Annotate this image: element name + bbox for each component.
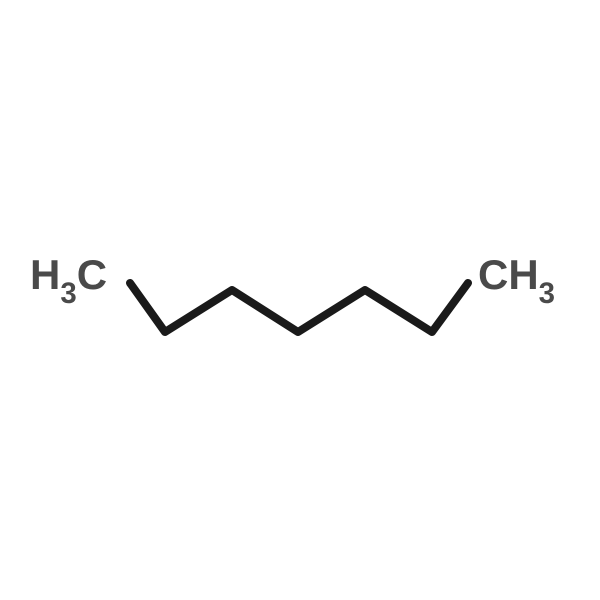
left-terminal-label: H3C <box>30 254 107 304</box>
molecule-diagram: H3C CH3 <box>0 0 600 600</box>
right-terminal-label: CH3 <box>478 254 555 304</box>
